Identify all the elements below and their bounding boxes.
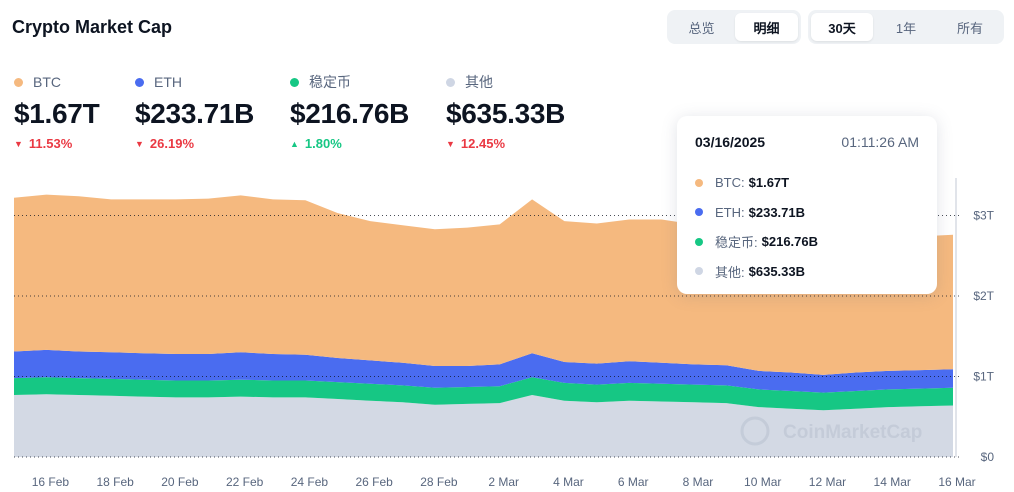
stat-eth[interactable]: ETH $233.71B ▼ 26.19% [135, 72, 254, 151]
tooltip-label: ETH: [715, 204, 745, 220]
stat-others[interactable]: 其他 $635.33B ▼ 12.45% [446, 72, 565, 151]
stat-value: $216.76B [290, 98, 410, 129]
tooltip-value: $233.71B [748, 204, 806, 220]
stat-value: $233.71B [135, 98, 255, 129]
y-tick-label: $2T [973, 289, 994, 303]
btc-dot-icon [695, 178, 703, 187]
tooltip-row-eth: ETH: $233.71B [695, 198, 919, 228]
x-tick-label: 24 Feb [291, 475, 329, 489]
tab-overview[interactable]: 总览 [688, 20, 715, 36]
area-series-2[interactable] [14, 349, 953, 393]
x-tick-label: 26 Feb [355, 475, 393, 489]
range-30d-button[interactable]: 30天 [811, 13, 873, 41]
stat-change: 1.80% [304, 136, 342, 151]
view-toggle: 总览 明细 [667, 10, 801, 44]
coinmarketcap-watermark: CoinMarketCap [740, 416, 922, 446]
x-tick-label: 14 Mar [874, 475, 911, 489]
stat-label: 其他 [465, 74, 493, 90]
stat-btc[interactable]: BTC $1.67T ▼ 11.53% [14, 72, 100, 151]
tooltip-time: 01:11:26 AM [841, 134, 919, 150]
tooltip-value: $1.67T [748, 175, 790, 191]
eth-dot-icon [695, 208, 703, 217]
stat-label: ETH [154, 74, 182, 90]
stat-label: BTC [33, 74, 61, 90]
x-tick-label: 20 Feb [161, 475, 199, 489]
stat-label: 稳定币 [309, 74, 351, 90]
tooltip-row-stablecoins: 稳定币: $216.76B [695, 227, 919, 257]
tooltip-label: 其他: [715, 264, 745, 280]
stat-change: 26.19% [149, 136, 195, 151]
stat-stablecoins[interactable]: 稳定币 $216.76B ▲ 1.80% [290, 72, 409, 151]
arrow-down-icon: ▼ [14, 138, 23, 149]
range-1y-button[interactable]: 1年 [895, 20, 917, 36]
x-tick-label: 22 Feb [226, 475, 264, 489]
others-legend-dot [446, 77, 455, 87]
x-tick-label: 16 Mar [938, 475, 975, 489]
x-tick-label: 12 Mar [809, 475, 846, 489]
x-tick-label: 8 Mar [683, 475, 714, 489]
arrow-down-icon: ▼ [446, 138, 455, 149]
stat-value: $1.67T [14, 98, 100, 129]
coinmarketcap-logo-icon [740, 416, 770, 446]
x-tick-label: 28 Feb [420, 475, 458, 489]
stat-change: 12.45% [460, 136, 506, 151]
stat-change: 11.53% [28, 136, 73, 151]
range-all-button[interactable]: 所有 [956, 20, 983, 36]
tooltip-value: $216.76B [761, 234, 819, 250]
stablecoin-legend-dot [290, 77, 299, 87]
tooltip-value: $635.33B [748, 263, 806, 279]
area-series-1[interactable] [14, 377, 953, 411]
range-toggle: 30天 1年 所有 [808, 10, 1004, 44]
chart-tooltip: 03/16/2025 01:11:26 AM BTC: $1.67T ETH: $2… [677, 116, 937, 294]
stat-value: $635.33B [446, 98, 566, 129]
btc-legend-dot [14, 77, 23, 87]
x-tick-label: 6 Mar [618, 475, 649, 489]
area-series-0[interactable] [14, 394, 953, 457]
tooltip-row-others: 其他: $635.33B [695, 257, 919, 287]
x-tick-label: 18 Feb [96, 475, 134, 489]
tooltip-label: BTC: [715, 175, 745, 191]
x-tick-label: 10 Mar [744, 475, 781, 489]
y-tick-label: $0 [981, 450, 995, 464]
tooltip-date: 03/16/2025 [695, 134, 766, 150]
arrow-down-icon: ▼ [135, 138, 144, 149]
arrow-up-icon: ▲ [290, 138, 299, 149]
y-tick-label: $3T [973, 209, 994, 223]
eth-legend-dot [135, 77, 144, 87]
tooltip-label: 稳定币: [715, 235, 758, 251]
watermark-text: CoinMarketCap [783, 422, 922, 443]
tooltip-row-btc: BTC: $1.67T [695, 168, 919, 198]
page-title: Crypto Market Cap [12, 17, 173, 37]
y-tick-label: $1T [973, 370, 994, 384]
others-dot-icon [695, 267, 703, 276]
x-tick-label: 4 Mar [553, 475, 584, 489]
stablecoin-dot-icon [695, 237, 703, 246]
x-tick-label: 16 Feb [32, 475, 70, 489]
x-tick-label: 2 Mar [488, 475, 519, 489]
tab-details[interactable]: 明细 [735, 13, 798, 41]
